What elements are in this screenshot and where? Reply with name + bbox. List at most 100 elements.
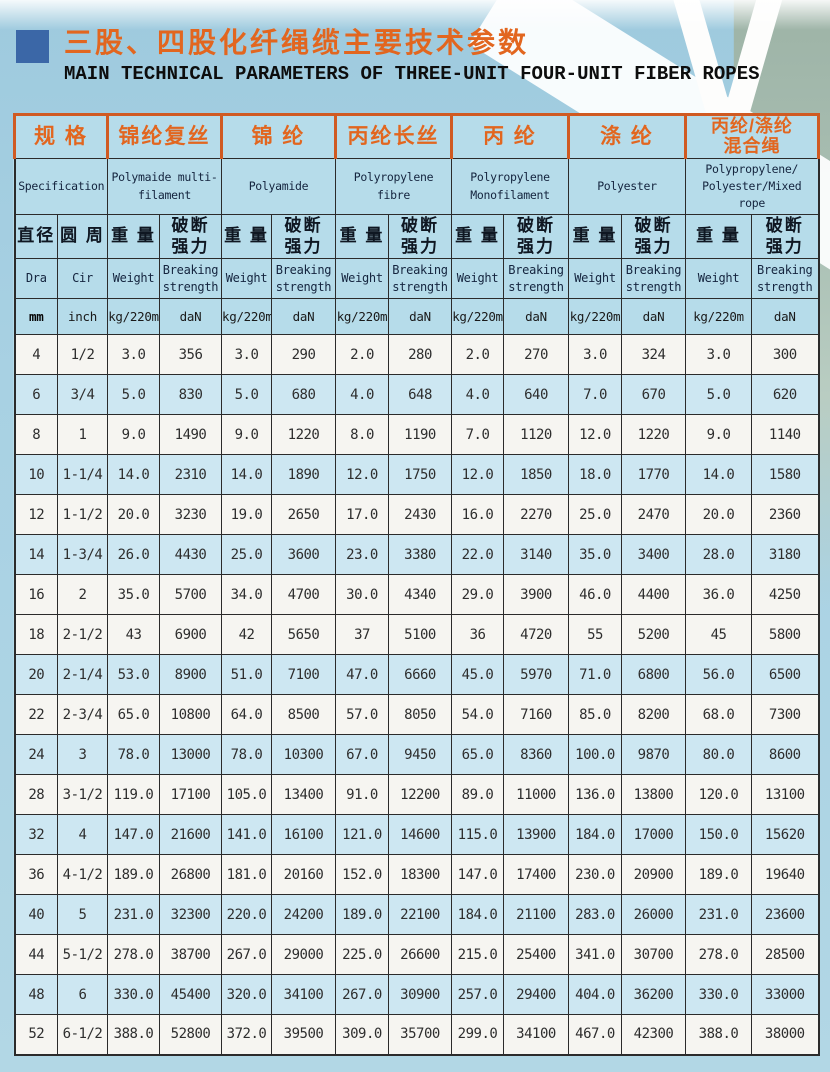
header-row-measure-cn: 直径圆 周重 量破断 强力重 量破断 强力重 量破断 强力重 量破断 强力重 量… [14,214,820,259]
breaking-value-cell: 5650 [271,614,336,655]
breaking-value-cell: 26800 [159,854,222,895]
weight-value-cell: 231.0 [107,894,160,935]
breaking-value-cell: 10300 [271,734,336,775]
weight-value-cell: 67.0 [335,734,389,775]
breaking-value-cell: 36200 [621,974,686,1015]
weight-value-cell: 121.0 [335,814,389,855]
breaking-strength-header-cn: 破断 强力 [159,214,222,259]
weight-value-cell: 283.0 [568,894,622,935]
diameter-cell: 8 [14,414,58,455]
weight-value-cell: 9.0 [685,414,752,455]
table-row-dia-44: 44 5-1/2 278.0 38700 267.0 29000 225.0 26600 215… [14,934,820,975]
circumference-cell: 3-1/2 [57,774,108,815]
breaking-value-cell: 2310 [159,454,222,495]
weight-value-cell: 71.0 [568,654,622,695]
header-row-measure-en: Dra Cir Weight Breaking strength Weight Break… [14,258,820,299]
weight-value-cell: 17.0 [335,494,389,535]
circumference-cell: 5 [57,894,108,935]
breaking-value-cell: 15620 [750,814,820,855]
weight-value-cell: 36 [451,614,504,655]
weight-value-cell: 119.0 [107,774,160,815]
weight-value-cell: 55 [568,614,622,655]
weight-value-cell: 47.0 [335,654,389,695]
weight-value-cell: 35.0 [107,574,160,615]
weight-value-cell: 7.0 [451,414,504,455]
breaking-value-cell: 20160 [271,854,336,895]
breaking-value-cell: 8900 [159,654,222,695]
weight-value-cell: 267.0 [221,934,272,975]
breaking-value-cell: 5700 [159,574,222,615]
weight-value-cell: 3.0 [685,334,752,375]
weight-value-cell: 46.0 [568,574,622,615]
table-row-dia-20: 20 2-1/4 53.0 8900 51.0 7100 47.0 6660 45.0 5970 7… [14,654,820,695]
weight-value-cell: 25.0 [568,494,622,535]
breaking-value-cell: 4250 [750,574,820,615]
circumference-cell: 2-1/4 [57,654,108,695]
weight-value-cell: 184.0 [451,894,504,935]
breaking-value-cell: 5970 [503,654,569,695]
breaking-strength-unit: daN [388,298,452,335]
weight-value-cell: 19.0 [221,494,272,535]
diameter-cell: 16 [14,574,58,615]
circumference-cell: 2-1/2 [57,614,108,655]
breaking-value-cell: 19640 [750,854,820,895]
weight-value-cell: 9.0 [221,414,272,455]
diameter-cell: 36 [14,854,58,895]
weight-value-cell: 141.0 [221,814,272,855]
weight-value-cell: 12.0 [335,454,389,495]
breaking-value-cell: 620 [750,374,820,415]
group-header-cn-polypropylene-fibre: 丙纶长丝 [334,113,453,159]
breaking-value-cell: 300 [750,334,820,375]
group-header-cn-specification: 规 格 [13,113,109,159]
breaking-value-cell: 13800 [621,774,686,815]
weight-value-cell: 467.0 [568,1014,622,1055]
weight-value-cell: 100.0 [568,734,622,775]
breaking-value-cell: 3900 [503,574,569,615]
weight-value-cell: 2.0 [451,334,504,375]
weight-value-cell: 51.0 [221,654,272,695]
weight-value-cell: 20.0 [685,494,752,535]
breaking-value-cell: 38000 [750,1014,820,1055]
diameter-cell: 6 [14,374,58,415]
breaking-value-cell: 52800 [159,1014,222,1055]
breaking-value-cell: 6660 [388,654,452,695]
breaking-value-cell: 3140 [503,534,569,575]
breaking-value-cell: 1890 [271,454,336,495]
breaking-value-cell: 5100 [388,614,452,655]
breaking-value-cell: 39500 [271,1014,336,1055]
weight-value-cell: 147.0 [107,814,160,855]
weight-value-cell: 220.0 [221,894,272,935]
diameter-cell: 24 [14,734,58,775]
circumference-cell: 2 [57,574,108,615]
circumference-cell: 1/2 [57,334,108,375]
breaking-value-cell: 34100 [271,974,336,1015]
breaking-value-cell: 8600 [750,734,820,775]
breaking-strength-header-en: Breaking strength [621,258,686,299]
table-row-dia-28: 28 3-1/2 119.0 17100 105.0 13400 91.0 12200 89.0… [14,774,820,815]
breaking-value-cell: 28500 [750,934,820,975]
circumference-cell: 1-1/4 [57,454,108,495]
weight-header-cn: 重 量 [335,214,389,259]
breaking-value-cell: 8500 [271,694,336,735]
breaking-value-cell: 21100 [503,894,569,935]
breaking-value-cell: 2360 [750,494,820,535]
group-header-cn-polyamide: 锦 纶 [220,113,337,159]
title-block: 三股、四股化纤绳缆主要技术参数 MAIN TECHNICAL PARAMETER… [16,26,760,85]
weight-value-cell: 3.0 [568,334,622,375]
weight-value-cell: 12.0 [451,454,504,495]
weight-value-cell: 37 [335,614,389,655]
breaking-value-cell: 29000 [271,934,336,975]
breaking-value-cell: 3600 [271,534,336,575]
breaking-value-cell: 8360 [503,734,569,775]
weight-value-cell: 147.0 [451,854,504,895]
breaking-strength-unit: daN [503,298,569,335]
breaking-value-cell: 18300 [388,854,452,895]
weight-value-cell: 35.0 [568,534,622,575]
breaking-value-cell: 670 [621,374,686,415]
breaking-value-cell: 2430 [388,494,452,535]
breaking-value-cell: 6900 [159,614,222,655]
diameter-cell: 52 [14,1014,58,1055]
weight-value-cell: 7.0 [568,374,622,415]
breaking-value-cell: 9450 [388,734,452,775]
breaking-value-cell: 1120 [503,414,569,455]
